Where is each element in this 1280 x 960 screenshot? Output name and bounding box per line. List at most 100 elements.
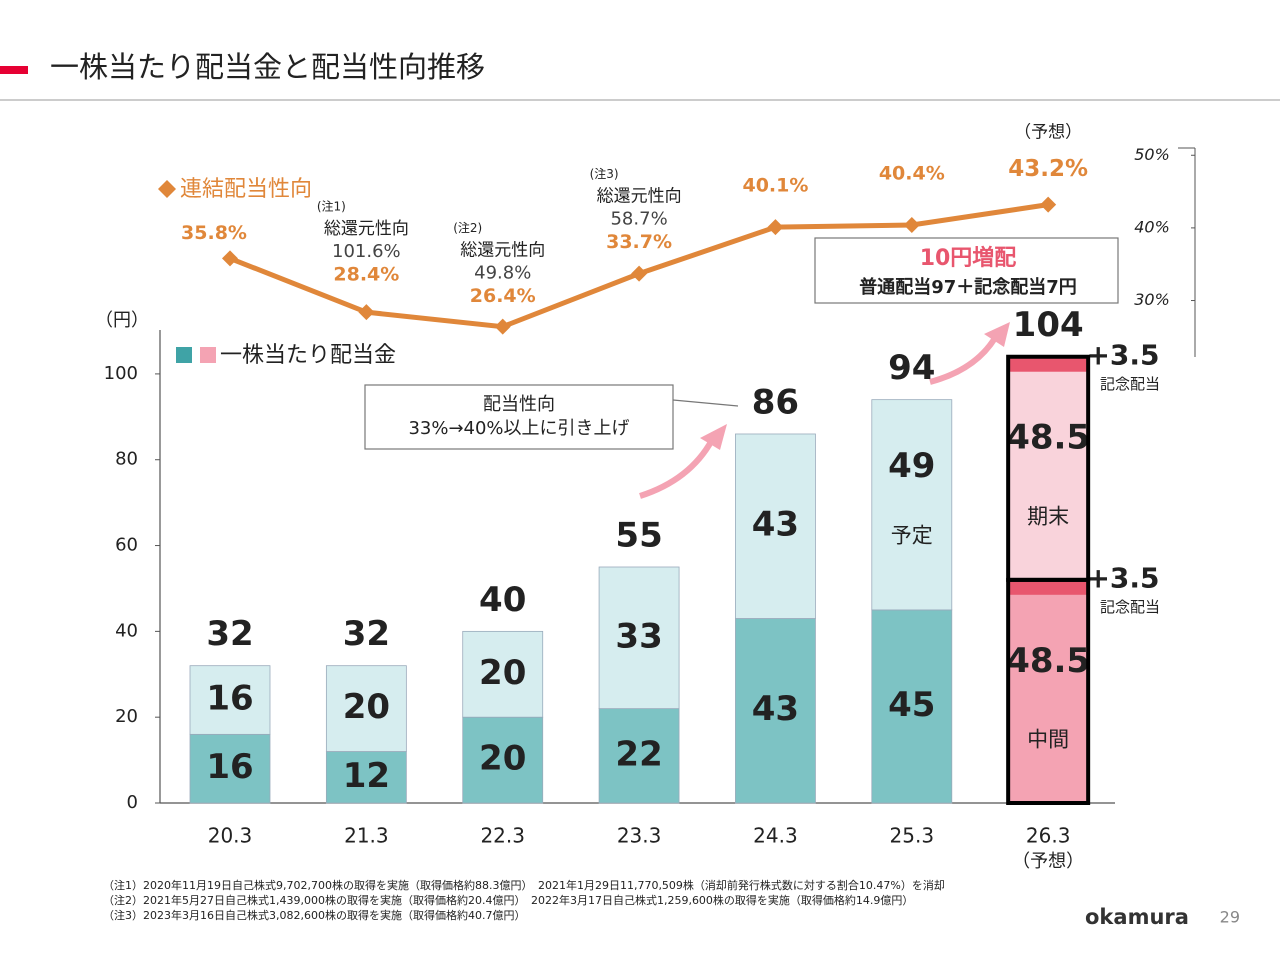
segment-name: 記念配当 (1100, 375, 1160, 393)
arrow (639, 438, 715, 499)
x-tick-label: 22.3 (480, 824, 525, 848)
total-return-label: 総還元性向 (324, 219, 409, 239)
bar-segment (325, 751, 407, 804)
total-return-note: (注2) (453, 221, 482, 235)
segment-value: 48.5 (1006, 418, 1090, 458)
bar-total: 104 (1013, 305, 1084, 345)
line-value-label: 33.7% (606, 231, 672, 253)
bar-segment (735, 618, 816, 804)
segment-note: 予定 (891, 523, 933, 547)
y2-tick-label: 50% (1134, 145, 1170, 164)
segment-value: 45 (888, 685, 935, 725)
legend-swatch (176, 347, 192, 363)
x-tick-label: 25.3 (890, 824, 935, 848)
bar-segment (735, 433, 816, 619)
callout-text: 配当性向 (483, 394, 555, 415)
bar-total: 32 (206, 614, 253, 654)
slide-title: 一株当たり配当金と配当性向推移 (50, 50, 485, 84)
line-value-label: 40.4% (879, 162, 945, 184)
page-number: 29 (1220, 908, 1240, 927)
line-value-label: 26.4% (470, 285, 536, 307)
segment-value: 43 (752, 689, 799, 729)
bar-segment (598, 566, 680, 710)
segment-label: +3.5 (1086, 338, 1159, 371)
total-return-label: 総還元性向 (460, 241, 545, 261)
legend-swatch (200, 347, 216, 363)
line-value-label: 28.4% (333, 264, 399, 286)
x-tick-note: （予想） (1012, 851, 1084, 872)
callout-leader (672, 399, 739, 407)
total-return-value: 49.8% (474, 263, 531, 284)
bar-total: 55 (615, 516, 662, 556)
x-tick-label: 20.3 (208, 824, 253, 848)
y-tick-label: 60 (115, 535, 138, 556)
y-tick-label: 80 (115, 449, 138, 470)
line-point (767, 219, 784, 236)
x-tick-label: 26.3 (1026, 824, 1071, 848)
legend-marker (158, 180, 176, 198)
legend-label: 一株当たり配当金 (220, 343, 396, 368)
segment-value: 16 (206, 679, 253, 719)
line-value-label: 43.2% (1008, 156, 1088, 182)
bar-segment (598, 708, 680, 804)
bar-segment (189, 733, 271, 804)
y2-tick-label: 30% (1134, 290, 1170, 309)
bar-segment (871, 609, 953, 804)
line-point (631, 265, 648, 282)
total-return-note: (注3) (590, 167, 619, 181)
footnote: （注3）2023年3月16日自己株式3,082,600株の取得を実施（取得価格約… (103, 908, 525, 922)
arrow-head (984, 322, 1010, 347)
segment-value: 49 (888, 446, 935, 486)
bar-total: 94 (888, 348, 935, 388)
line-point (494, 318, 511, 335)
segment-value: 22 (615, 734, 662, 774)
segment-name: 期末 (1027, 504, 1069, 528)
line-value-label: 40.1% (742, 175, 808, 197)
bar-segment (325, 665, 407, 752)
x-tick-label: 24.3 (753, 824, 798, 848)
forecast-outline (1006, 354, 1091, 582)
segment-value: 12 (343, 756, 390, 796)
line-point (1040, 196, 1057, 213)
bar-segment (189, 665, 271, 735)
bar-total: 32 (343, 614, 390, 654)
bar-total: 40 (479, 580, 526, 620)
x-tick-label: 21.3 (344, 824, 389, 848)
callout-box (814, 237, 1119, 304)
logo: okamura (1085, 905, 1189, 929)
y-tick-label: 20 (115, 706, 138, 727)
callout-text: 33%→40%以上に引き上げ (408, 418, 629, 439)
bar-total: 86 (752, 382, 799, 422)
segment-value: 20 (343, 687, 390, 727)
footnote: （注2）2021年5月27日自己株式1,439,000株の取得を実施（取得価格約… (103, 893, 913, 907)
bar-segment (1008, 371, 1089, 580)
segment-value: 20 (479, 739, 526, 779)
segment-value: 20 (479, 653, 526, 693)
line-value-label: 35.8% (181, 222, 247, 244)
segment-value: 48.5 (1006, 641, 1090, 681)
bar-segment (462, 716, 544, 804)
callout-box (364, 384, 674, 450)
legend-label: 連結配当性向 (180, 177, 312, 202)
segment-value: 33 (615, 616, 662, 656)
callout-text: 普通配当97＋記念配当7円 (859, 276, 1077, 298)
line-point (358, 304, 375, 321)
total-return-value: 58.7% (610, 209, 667, 230)
y-tick-label: 100 (104, 363, 138, 384)
y-tick-label: 0 (127, 792, 138, 813)
segment-value: 43 (752, 505, 799, 545)
line-point (903, 216, 920, 233)
bar-segment (1008, 579, 1089, 595)
bar-segment (1008, 356, 1089, 372)
bar-segment (462, 630, 544, 718)
y-tick-label: 40 (115, 620, 138, 641)
header-accent (0, 66, 28, 74)
y-unit: （円） (95, 310, 149, 331)
arrow (929, 336, 998, 385)
segment-name: 記念配当 (1100, 598, 1160, 616)
total-return-label: 総還元性向 (597, 187, 682, 207)
total-return-value: 101.6% (332, 241, 401, 262)
y2-tick-label: 40% (1134, 217, 1170, 236)
